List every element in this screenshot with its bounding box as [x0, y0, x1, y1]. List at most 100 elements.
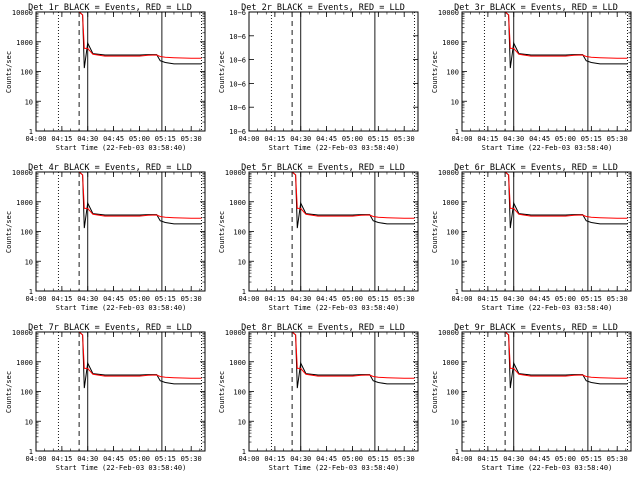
y-tick-label: 1 — [29, 448, 33, 456]
panel-title: Det 2r BLACK = Events, RED = LLD — [241, 3, 405, 13]
x-axis-label: Start Time (22-Feb-03 03:58:40) — [482, 464, 613, 472]
x-tick-label: 05:15 — [368, 135, 389, 143]
panel-title: Det 9r BLACK = Events, RED = LLD — [454, 323, 618, 333]
x-tick-label: 05:30 — [394, 295, 415, 303]
y-tick-label: 1000 — [442, 199, 459, 207]
y-tick-label: 10000 — [438, 9, 459, 17]
y-tick-label: 10 — [451, 418, 459, 426]
y-tick-label: 10−6 — [229, 57, 246, 65]
y-tick-label: 1 — [455, 448, 459, 456]
detector-panel-3: Det 3r BLACK = Events, RED = LLD Counts/s… — [431, 3, 632, 152]
x-tick-label: 05:15 — [155, 455, 176, 463]
x-tick-label: 04:30 — [77, 135, 98, 143]
x-tick-label: 05:00 — [342, 295, 363, 303]
detector-panel-5: Det 5r BLACK = Events, RED = LLD Counts/s… — [218, 163, 419, 312]
panel-title: Det 6r BLACK = Events, RED = LLD — [454, 163, 618, 173]
x-tick-label: 04:00 — [451, 455, 472, 463]
y-tick-label: 1 — [455, 128, 459, 136]
x-axis-label: Start Time (22-Feb-03 03:58:40) — [269, 304, 400, 312]
x-axis-label: Start Time (22-Feb-03 03:58:40) — [269, 464, 400, 472]
y-tick-label: 1 — [242, 448, 246, 456]
x-tick-label: 05:30 — [181, 135, 202, 143]
black-series-line — [36, 12, 202, 69]
x-tick-label: 05:00 — [129, 135, 150, 143]
y-tick-label: 1000 — [16, 199, 33, 207]
y-tick-label: 100 — [20, 389, 33, 397]
x-axis-label: Start Time (22-Feb-03 03:58:40) — [269, 144, 400, 152]
x-tick-label: 05:00 — [342, 135, 363, 143]
x-tick-label: 04:45 — [103, 455, 124, 463]
x-tick-label: 04:45 — [103, 135, 124, 143]
x-tick-label: 04:30 — [503, 455, 524, 463]
panel-title: Det 4r BLACK = Events, RED = LLD — [28, 163, 192, 173]
detector-panel-2: Det 2r BLACK = Events, RED = LLD Counts/s… — [218, 3, 419, 152]
x-tick-label: 04:00 — [25, 135, 46, 143]
detector-panel-8: Det 8r BLACK = Events, RED = LLD Counts/s… — [218, 323, 419, 472]
x-tick-label: 05:30 — [607, 295, 628, 303]
x-tick-label: 04:45 — [316, 455, 337, 463]
x-tick-label: 05:30 — [394, 135, 415, 143]
x-tick-label: 04:00 — [238, 455, 259, 463]
detector-panel-4: Det 4r BLACK = Events, RED = LLD Counts/s… — [5, 163, 206, 312]
x-tick-label: 04:45 — [529, 455, 550, 463]
y-tick-label: 1000 — [16, 39, 33, 47]
y-tick-label: 1000 — [229, 199, 246, 207]
y-tick-label: 10 — [238, 418, 246, 426]
x-tick-label: 04:30 — [503, 135, 524, 143]
x-tick-label: 04:30 — [290, 455, 311, 463]
y-tick-label: 10000 — [438, 169, 459, 177]
x-tick-label: 04:30 — [77, 455, 98, 463]
y-tick-label: 10 — [451, 258, 459, 266]
x-tick-label: 05:15 — [581, 135, 602, 143]
x-tick-label: 04:30 — [290, 295, 311, 303]
panel-title: Det 8r BLACK = Events, RED = LLD — [241, 323, 405, 333]
panel-title: Det 3r BLACK = Events, RED = LLD — [454, 3, 618, 13]
y-tick-label: 100 — [233, 389, 246, 397]
y-tick-label: 1 — [242, 288, 246, 296]
detector-panel-6: Det 6r BLACK = Events, RED = LLD Counts/s… — [431, 163, 632, 312]
plot-frame — [35, 11, 206, 132]
x-tick-label: 04:00 — [25, 455, 46, 463]
y-tick-label: 1000 — [442, 39, 459, 47]
plot-frame — [248, 171, 419, 292]
black-series-line — [462, 332, 628, 389]
y-tick-label: 10−6 — [229, 80, 246, 88]
y-tick-label: 100 — [20, 69, 33, 77]
x-tick-label: 04:45 — [103, 295, 124, 303]
red-series-line — [249, 172, 415, 219]
x-tick-label: 04:15 — [477, 295, 498, 303]
y-tick-label: 100 — [446, 69, 459, 77]
black-series-line — [462, 12, 628, 69]
y-tick-label: 1 — [29, 128, 33, 136]
detector-panel-7: Det 7r BLACK = Events, RED = LLD Counts/s… — [5, 323, 206, 472]
x-tick-label: 04:15 — [51, 455, 72, 463]
y-tick-label: 1 — [29, 288, 33, 296]
x-axis-label: Start Time (22-Feb-03 03:58:40) — [482, 144, 613, 152]
y-axis-label: Counts/sec — [218, 51, 226, 93]
y-tick-label: 1000 — [229, 359, 246, 367]
x-tick-label: 04:15 — [51, 295, 72, 303]
y-tick-label: 10 — [25, 98, 33, 106]
detector-panel-1: Det 1r BLACK = Events, RED = LLD Counts/s… — [5, 3, 206, 152]
x-tick-label: 05:15 — [155, 135, 176, 143]
x-tick-label: 05:30 — [181, 295, 202, 303]
red-series-line — [462, 172, 628, 219]
x-tick-label: 05:30 — [607, 135, 628, 143]
y-tick-label: 100 — [446, 389, 459, 397]
y-tick-label: 10000 — [12, 9, 33, 17]
x-tick-label: 04:00 — [451, 135, 472, 143]
y-tick-label: 10 — [25, 418, 33, 426]
red-series-line — [36, 172, 202, 219]
y-tick-label: 10−6 — [229, 9, 246, 17]
y-tick-label: 10 — [25, 258, 33, 266]
y-tick-label: 10−6 — [229, 104, 246, 112]
red-series-line — [462, 12, 628, 59]
x-tick-label: 05:15 — [368, 455, 389, 463]
y-tick-label: 10000 — [225, 169, 246, 177]
x-tick-label: 04:45 — [316, 295, 337, 303]
y-axis-label: Counts/sec — [5, 371, 13, 413]
x-tick-label: 04:00 — [25, 295, 46, 303]
panel-title: Det 5r BLACK = Events, RED = LLD — [241, 163, 405, 173]
x-axis-label: Start Time (22-Feb-03 03:58:40) — [56, 144, 187, 152]
